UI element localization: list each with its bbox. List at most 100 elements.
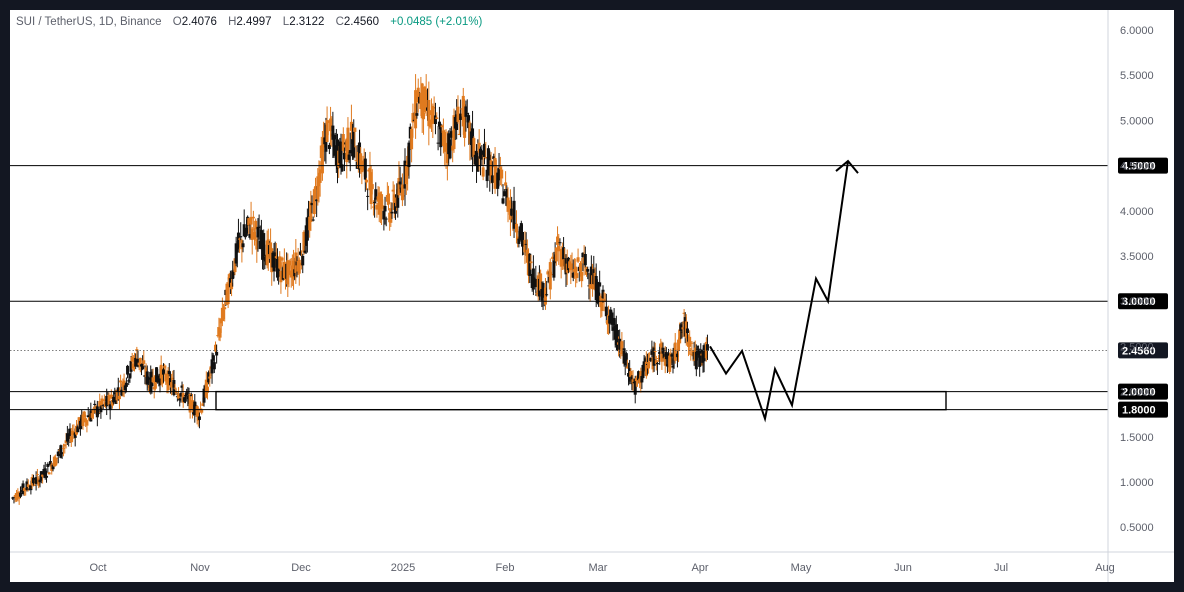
level-tag: 1.8000 [1118,401,1168,418]
candle-body [433,115,437,125]
y-tick-label: 5.5000 [1120,70,1154,82]
candle-body [637,371,641,381]
candle-body [384,218,388,220]
candle-body [90,413,94,418]
candle-body [496,172,500,189]
x-tick-label: Jul [994,562,1008,574]
candle-body [168,377,172,386]
candle-body [91,408,95,414]
y-tick-label: 0.5000 [1120,522,1154,534]
candle-body [422,112,426,120]
support-zone [215,390,947,411]
candle-body [523,239,527,253]
candle-body [116,387,120,393]
candle-body [170,382,174,388]
x-tick-label: Apr [691,562,708,574]
candle-body [100,398,104,406]
candle-body [392,194,396,210]
candle-body [232,273,236,275]
close-label: C [335,16,344,28]
candle-body [568,261,572,269]
close-value: 2.4560 [343,16,380,28]
candle-body [689,353,693,355]
candle-body [631,379,635,384]
level-tag-label: 2.0000 [1122,387,1156,399]
chart-panel[interactable]: 4.5000 3.0000 2.0000 1.8000 2.4560 6.0000 5.5… [10,10,1174,582]
level-tag-label: 4.5000 [1122,161,1156,173]
candle-body [519,223,523,237]
candle-body [662,353,666,359]
x-tick-label: Mar [589,562,608,574]
candle-body [85,420,89,426]
y-tick-label: 3.5000 [1120,251,1154,263]
candle-body [681,327,685,330]
candle-body [68,428,72,437]
candle-body [131,363,135,369]
candle-body [97,412,101,414]
candle-body [223,307,227,310]
candle-body [153,375,157,389]
candle-body [571,272,575,278]
candle-body [552,260,556,278]
candle-body [702,345,706,362]
candle-body [688,336,692,347]
candle-body [331,125,335,140]
candle-body [303,250,307,253]
candle-body [371,206,375,208]
candle-body [576,257,580,262]
candle-body [512,200,516,229]
candle-body [580,271,584,282]
candle-body [535,293,539,295]
candle-body [208,376,212,379]
last-price-tag: 2.4560 [1118,342,1168,359]
low-value: 2.3122 [289,16,325,28]
candle-body [690,342,694,344]
candle-body [374,189,378,200]
candle-body [98,401,102,407]
candle-body [598,282,602,287]
candle-body [288,260,292,266]
x-tick-label: May [791,562,812,574]
candle-body [695,349,699,355]
candle-body [298,251,302,255]
candle-body [47,472,51,475]
candle-body [120,389,124,396]
x-tick-label: 2025 [391,562,415,574]
candle-body [649,357,653,361]
candle-body [12,497,16,499]
candle-body [396,183,400,208]
candle-body [244,227,248,234]
y-tick-label: 2.0000 [1120,387,1154,399]
candle-body [658,351,662,355]
candle-body [644,361,648,377]
candle-body [173,387,177,389]
x-tick-label: Feb [496,562,515,574]
candle-body [381,205,385,209]
candle-body [428,119,432,128]
candle-body [76,426,80,433]
candle-body [492,156,496,160]
candle-body [315,199,319,202]
candle-body [333,134,337,140]
candle-body [256,226,260,238]
candle-body [443,132,447,152]
candle-body [694,351,698,370]
candle-body [179,393,183,397]
candle-body [95,406,99,418]
candle-body [506,197,510,212]
candle-body [600,299,604,312]
candle-body [258,240,262,249]
symbol-legend: SUI / TetherUS, 1D, Binance O2.4076 H2.4… [16,16,482,28]
candle-body [161,369,165,375]
candle-body [380,194,384,209]
price-chart[interactable]: 4.5000 3.0000 2.0000 1.8000 2.4560 6.0000 5.5… [10,10,1174,582]
open-label: O [172,16,182,28]
candle-body [312,189,316,215]
candle-body [551,256,555,260]
candle-body [185,392,189,396]
candle-body [59,445,63,458]
level-tag-label: 1.8000 [1122,405,1156,417]
candle-body [177,393,181,399]
level-tag-box [1118,383,1168,400]
candle-body [640,376,644,383]
